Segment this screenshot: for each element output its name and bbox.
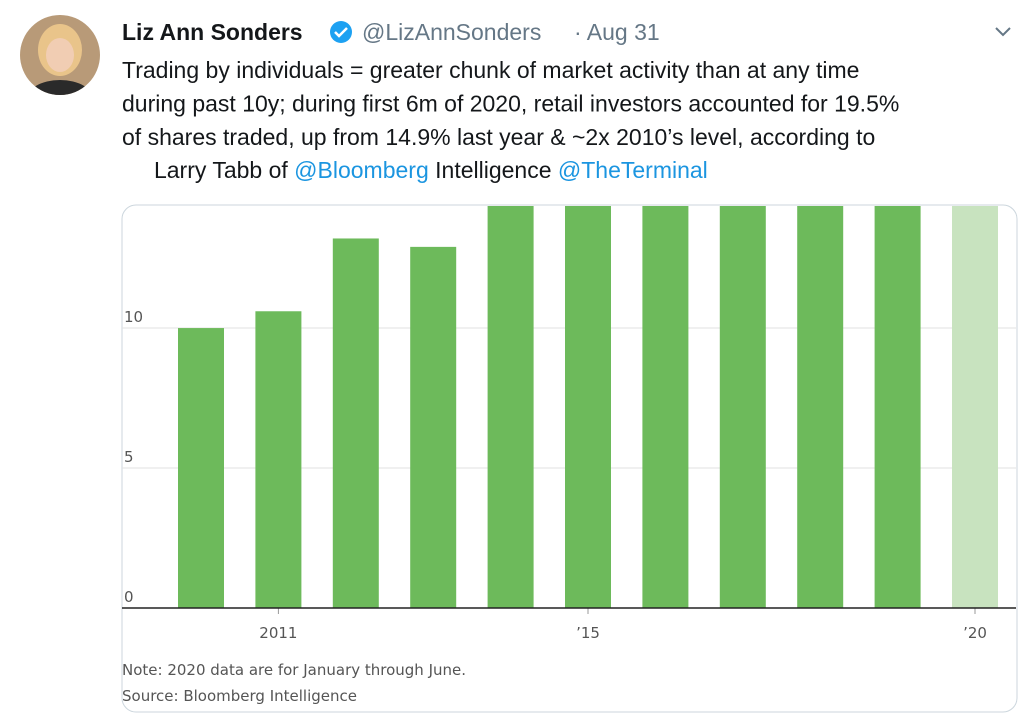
tweet-text-line: Larry Tabb of @Bloomberg Intelligence @T…	[122, 157, 727, 183]
date[interactable]: · Aug 31	[574, 19, 660, 45]
bar	[565, 206, 611, 608]
verified-badge	[330, 21, 352, 43]
y-tick-label: 5	[124, 448, 134, 466]
bar	[332, 238, 379, 608]
bar	[719, 206, 766, 608]
tweet-text-line: Trading by individuals = greater chunk o…	[122, 57, 859, 83]
handle[interactable]: @LizAnnSonders	[362, 19, 541, 45]
bar	[797, 206, 844, 609]
x-tick-label: 2011	[259, 624, 297, 642]
y-tick-label: 10	[124, 308, 143, 326]
y-tick-label: 0	[124, 588, 134, 606]
author-name[interactable]: Liz Ann Sonders	[122, 19, 303, 45]
x-tick-label: ’20	[963, 624, 987, 642]
mention[interactable]: @TheTerminal	[558, 157, 708, 183]
bar	[487, 206, 534, 609]
tweet-text-line: during past 10y; during first 6m of 2020…	[122, 91, 899, 117]
chart: 0 5 10 2011 ’15 ’20 Note: 2020 data are for Ja…	[122, 206, 1016, 705]
plot-area	[178, 206, 998, 609]
avatar[interactable]	[20, 15, 100, 120]
text-segment: Larry Tabb of	[154, 157, 294, 183]
chart-note: Note: 2020 data are for January through …	[122, 661, 466, 679]
bar	[178, 328, 224, 608]
bar	[410, 246, 457, 608]
tweet-text-line: of shares traded, up from 14.9% last yea…	[122, 124, 875, 150]
bar	[952, 206, 998, 608]
text-segment: Intelligence	[429, 157, 558, 183]
chart-note: Source: Bloomberg Intelligence	[122, 687, 357, 705]
bar	[874, 206, 921, 609]
bar	[255, 311, 302, 608]
x-tick-label: ’15	[576, 624, 600, 642]
mention[interactable]: @Bloomberg	[294, 157, 429, 183]
bar	[642, 206, 689, 609]
menu-chevron[interactable]	[995, 27, 1011, 37]
